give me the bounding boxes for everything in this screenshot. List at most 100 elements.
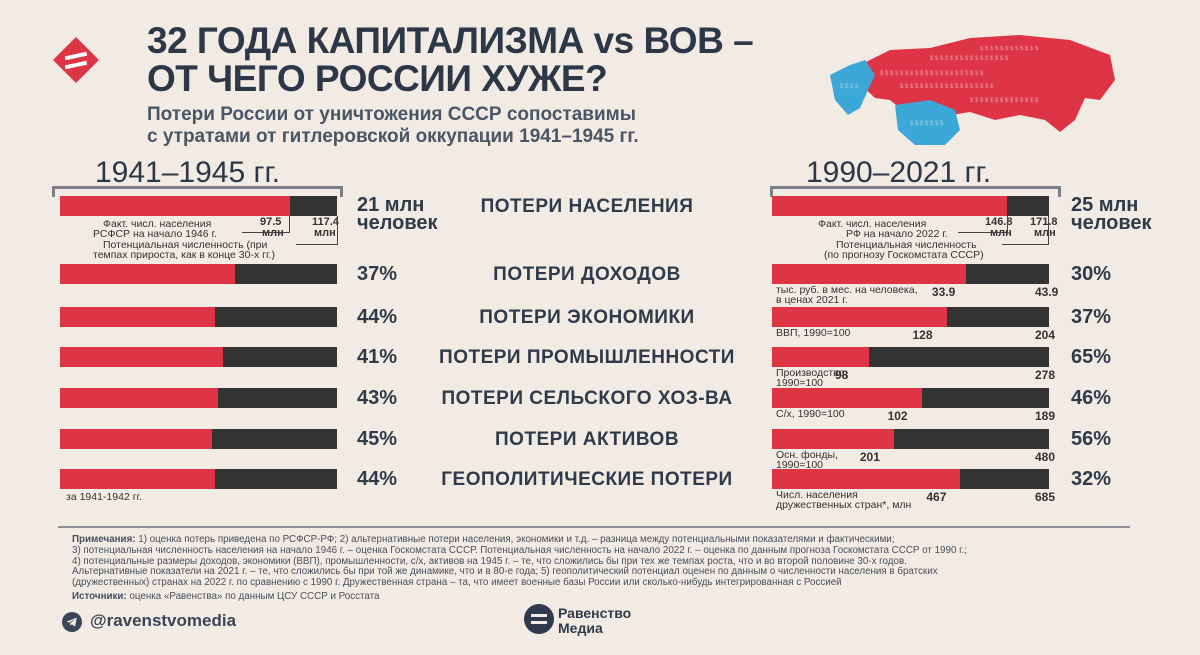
right-indicator-label-line1: Числ. населения xyxy=(776,489,858,501)
right-indicator-label-line1: тыс. руб. в мес. на человека, xyxy=(776,284,918,296)
category-label: ПОТЕРИ АКТИВОВ xyxy=(494,429,680,450)
left-bar xyxy=(60,347,337,367)
right-bar xyxy=(772,264,1049,284)
right-actual-value: 33.9 xyxy=(931,285,956,299)
left-bar-fill xyxy=(60,347,224,367)
left-bar xyxy=(60,429,337,449)
right-percent-label: 37% xyxy=(1071,306,1112,328)
left-bar-fill xyxy=(60,307,216,327)
left-percent-label: 43% xyxy=(357,387,398,409)
right-bar xyxy=(772,388,1049,408)
leader-line xyxy=(289,216,290,232)
left-note: за 1941-1942 гг. xyxy=(66,491,142,503)
right-potential-value: 278 xyxy=(1035,368,1056,382)
category-label: ПОТЕРИ ПРОМЫШЛЕННОСТИ xyxy=(439,347,735,368)
equality-logo-icon xyxy=(53,37,99,83)
category-label: ПОТЕРИ ДОХОДОВ xyxy=(493,264,681,285)
category-label: ПОТЕРИ ЭКОНОМИКИ xyxy=(479,307,695,328)
page-title-line2: ОТ ЧЕГО РОССИИ ХУЖЕ? xyxy=(147,58,608,99)
ravenstvo-media-logo-icon xyxy=(524,604,554,634)
right-potential-value: 480 xyxy=(1035,450,1056,464)
left-actual-label-line2: РСФСР на начало 1946 г. xyxy=(93,228,217,240)
note-line: Альтернативные показатели на 2021 г. – т… xyxy=(72,566,938,578)
right-value-line2: человек xyxy=(1071,212,1152,234)
left-percent-label: 37% xyxy=(357,263,398,285)
left-value-line1: 21 млн xyxy=(357,194,425,216)
right-percent-label: 46% xyxy=(1071,387,1112,409)
right-potential-label-line1: Потенциальная численность xyxy=(836,239,977,251)
note-line: 4) потенциальные размеры доходов, эконом… xyxy=(72,555,907,567)
left-percent-label: 45% xyxy=(357,428,398,450)
right-potential-unit: млн xyxy=(1034,227,1056,239)
right-potential-value: 43.9 xyxy=(1035,285,1059,299)
left-bar-fill xyxy=(60,429,213,449)
note-line: 3) потенциальная численность населения н… xyxy=(72,544,967,556)
sources-line: Источники: оценка «Равенства» по данным … xyxy=(72,591,380,602)
right-actual-value: 102 xyxy=(887,409,908,423)
left-percent-label: 44% xyxy=(357,306,398,328)
telegram-icon[interactable] xyxy=(62,612,82,632)
leader-line xyxy=(242,232,290,233)
right-potential-value: 204 xyxy=(1035,328,1056,342)
right-bar-fill xyxy=(772,196,1008,216)
right-actual-label-line2: РФ на начало 2022 г. xyxy=(846,228,948,240)
period-bracket-right xyxy=(770,186,1061,197)
right-indicator-label-line1: С/х, 1990=100 xyxy=(776,408,845,420)
leader-line xyxy=(337,216,338,244)
left-bar-fill xyxy=(60,264,235,284)
left-actual-unit: млн xyxy=(262,227,284,239)
right-actual-value: 467 xyxy=(926,490,947,504)
category-label: ПОТЕРИ НАСЕЛЕНИЯ xyxy=(480,196,694,217)
left-bar xyxy=(60,307,337,327)
right-bar xyxy=(772,347,1049,367)
right-potential-value: 189 xyxy=(1035,409,1056,423)
left-bar xyxy=(60,469,337,489)
right-indicator-label-line1: Производство, xyxy=(776,367,848,379)
right-bar-fill xyxy=(772,307,947,327)
note-line: Примечания: 1) оценка потерь приведена п… xyxy=(72,534,895,545)
right-actual-value: 201 xyxy=(859,450,880,464)
left-bar xyxy=(60,264,337,284)
svg-text:$ $ $ $ $ $ $ $ $ $ $ $ $ $: $ $ $ $ $ $ $ $ $ $ $ $ $ $ xyxy=(970,98,1039,104)
brand-name-line1: Равенство xyxy=(558,605,632,621)
social-handle-link[interactable]: @ravenstvomedia xyxy=(90,611,237,630)
right-potential-label-line2: (по прогнозу Госкомстата СССР) xyxy=(824,249,984,261)
right-actual-value: 128 xyxy=(912,328,933,342)
period-bracket-left xyxy=(52,186,343,197)
right-indicator-label-line2: в ценах 2021 г. xyxy=(776,294,848,306)
right-percent-label: 32% xyxy=(1071,468,1112,490)
brand-name-line2: Медиа xyxy=(558,620,603,636)
right-bar-fill xyxy=(772,388,922,408)
right-percent-label: 56% xyxy=(1071,428,1112,450)
left-potential-unit: млн xyxy=(314,227,336,239)
right-actual-label-line1: Факт. числ. населения xyxy=(818,218,927,230)
right-actual-value: 146.8 xyxy=(985,216,1013,228)
right-potential-value: 685 xyxy=(1035,490,1056,504)
right-indicator-label-line2: 1990=100 xyxy=(776,377,824,389)
svg-text:$ $ $ $: $ $ $ $ xyxy=(840,84,859,90)
left-percent-label: 44% xyxy=(357,468,398,490)
subtitle-line2: с утратами от гитлеровской оккупации 194… xyxy=(147,126,639,147)
left-actual-value: 97.5 xyxy=(260,216,282,228)
right-bar-fill xyxy=(772,347,869,367)
right-bar xyxy=(772,307,1049,327)
right-indicator-label-line1: ВВП, 1990=100 xyxy=(776,327,851,339)
right-bar xyxy=(772,469,1049,489)
russia-map-illustration: $ $ $ $ $ $ $ $ $ $ $ $ $ $ $ $ $ $ $ $ … xyxy=(830,35,1115,145)
svg-text:$ $ $ $ $ $ $ $ $ $ $ $: $ $ $ $ $ $ $ $ $ $ $ $ xyxy=(980,46,1039,52)
left-potential-label-line1: Потенциальная численность (при xyxy=(103,239,268,251)
category-label: ГЕОПОЛИТИЧЕСКИЕ ПОТЕРИ xyxy=(441,469,733,490)
left-percent-label: 41% xyxy=(357,346,398,368)
right-percent-label: 30% xyxy=(1071,263,1112,285)
page-title-line1: 32 ГОДА КАПИТАЛИЗМА vs ВОВ – xyxy=(147,20,754,61)
right-indicator-label-line2: дружественных стран*, млн xyxy=(776,499,912,511)
notes-block: Примечания: 1) оценка потерь приведена п… xyxy=(72,534,1152,589)
right-indicator-label-line2: 1990=100 xyxy=(776,459,824,471)
right-potential-value: 171.8 xyxy=(1030,216,1058,228)
left-actual-label-line1: Факт. числ. населения xyxy=(103,218,212,230)
left-potential-label-line2: темпах прироста, как в конце 30-х гг.) xyxy=(93,249,275,261)
right-bar-fill xyxy=(772,264,966,284)
left-bar xyxy=(60,196,337,216)
leader-line xyxy=(1007,216,1008,232)
leader-line xyxy=(1048,216,1049,244)
